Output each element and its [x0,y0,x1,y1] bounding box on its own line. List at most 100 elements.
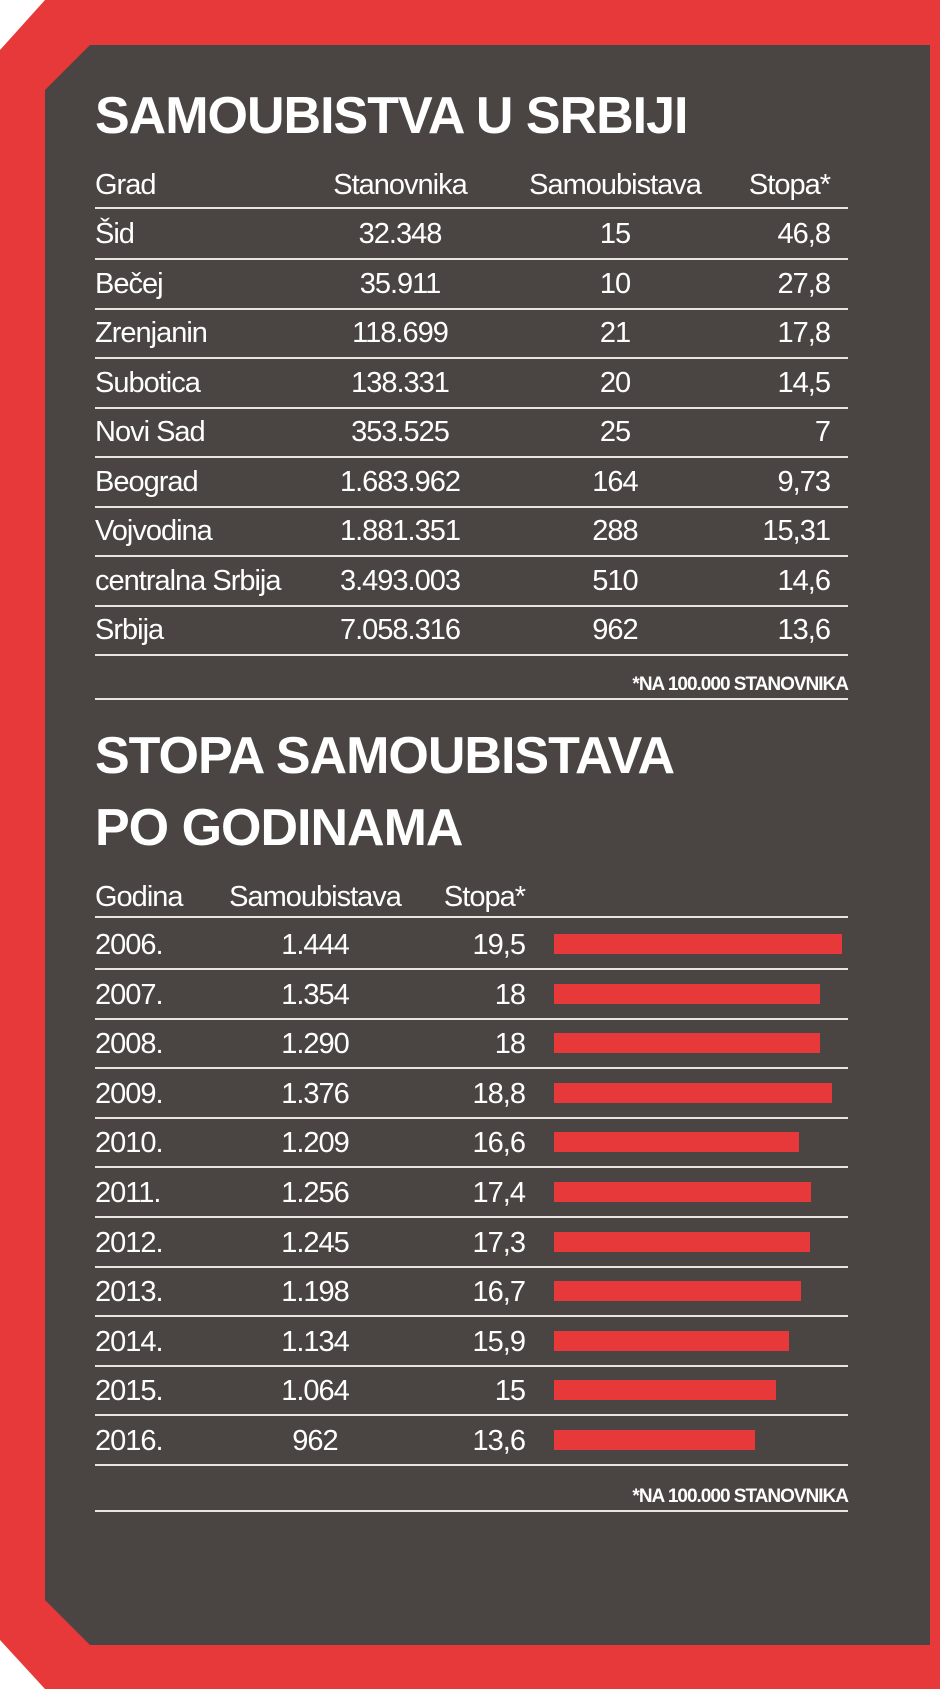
count: 1.134 [281,1325,350,1358]
value-label: 16,6 [472,1127,526,1160]
rule [95,456,848,458]
value-label: 15,9 [472,1325,526,1358]
category: 2016. [95,1425,164,1457]
footnote: *NA 100.000 STANOVNIKA [632,674,849,695]
cell: 15 [599,218,631,250]
bar [554,1380,776,1401]
count: 1.256 [281,1177,350,1209]
category: 2013. [95,1276,164,1309]
count: 1.245 [281,1226,350,1259]
cell: 32.348 [358,218,443,250]
rule [95,505,848,508]
cell: Srbija [95,614,164,646]
category: 2012. [95,1226,164,1259]
cell: centralna Srbija [95,564,281,597]
bar [554,1033,820,1054]
cell: 7 [814,416,831,448]
rule [95,1464,848,1466]
rule [95,1216,848,1218]
column-header: Godina [95,881,184,913]
rule [95,406,848,409]
rule [95,654,848,656]
cell: 7.058.316 [339,614,461,646]
column-header: Grad [95,169,156,201]
rule [95,968,848,970]
cell: 17,8 [777,317,831,349]
title: SAMOUBISTVA U SRBIJI [95,87,688,145]
cell: 1.683.962 [339,465,461,498]
cell: 288 [592,515,638,547]
category: 2014. [95,1325,164,1358]
cell: 962 [592,614,638,646]
count: 1.209 [281,1127,350,1160]
value-label: 17,3 [472,1226,526,1259]
category: 2010. [95,1127,164,1160]
column-header: Stopa* [748,169,831,201]
bar [554,1330,789,1351]
cell: 10 [599,267,631,300]
value-label: 17,4 [472,1177,526,1209]
column-header: Stopa* [443,881,526,913]
cell: 164 [592,465,638,498]
rule [95,1414,848,1417]
category: 2006. [95,929,164,961]
value-label: 13,6 [472,1425,526,1457]
cell: 3.493.003 [339,564,461,597]
bar [554,1430,755,1450]
cell: 13,6 [777,614,831,646]
rule [95,604,848,607]
count: 962 [292,1425,338,1457]
rule [95,1510,848,1512]
rule [95,207,848,209]
bar [554,1281,801,1302]
cell: 27,8 [777,267,831,300]
cell: 353.525 [351,416,450,448]
cell: 14,5 [777,366,831,399]
rule [95,1364,848,1367]
cell: Novi Sad [95,416,206,448]
count: 1.376 [281,1077,350,1110]
value-label: 18 [494,1028,526,1061]
category: 2008. [95,1028,164,1061]
rule [95,307,848,310]
rule [95,1315,848,1318]
rule [95,555,848,557]
count: 1.444 [281,929,350,961]
cell: 46,8 [777,218,831,250]
count: 1.290 [281,1028,350,1061]
cell: 510 [592,564,638,597]
cell: 15,31 [762,515,831,547]
rule [95,1265,848,1268]
value-label: 18,8 [472,1077,526,1110]
bar [554,1182,811,1202]
rule [95,1116,848,1119]
value-label: 15 [494,1375,526,1408]
cell: Šid [95,218,135,250]
chart-title: STOPA SAMOUBISTAVA PO GODINAMA [95,727,673,857]
column-header: Samoubistava [229,881,402,913]
rule [95,1067,848,1070]
column-header: Stanovnika [333,169,468,201]
value-label: 19,5 [472,929,526,961]
cell: 118.699 [352,317,449,349]
cell: Bečej [95,267,164,300]
cell: Zrenjanin [95,317,208,349]
rule [95,258,848,260]
category: 2009. [95,1077,164,1110]
count: 1.354 [281,978,350,1011]
count: 1.064 [281,1375,350,1408]
cell: 138.331 [351,366,450,399]
cell: 35.911 [359,267,442,300]
bar [554,1231,810,1252]
value-label: 18 [494,978,526,1011]
rule [95,1166,848,1169]
bar [554,1082,832,1103]
cell: 21 [599,317,631,349]
column-header: Samoubistava [529,169,702,201]
count: 1.198 [281,1276,350,1309]
cell: 25 [599,416,631,448]
cell: 1.881.351 [339,515,461,547]
cell: 20 [599,366,631,399]
cell: Subotica [95,366,201,399]
